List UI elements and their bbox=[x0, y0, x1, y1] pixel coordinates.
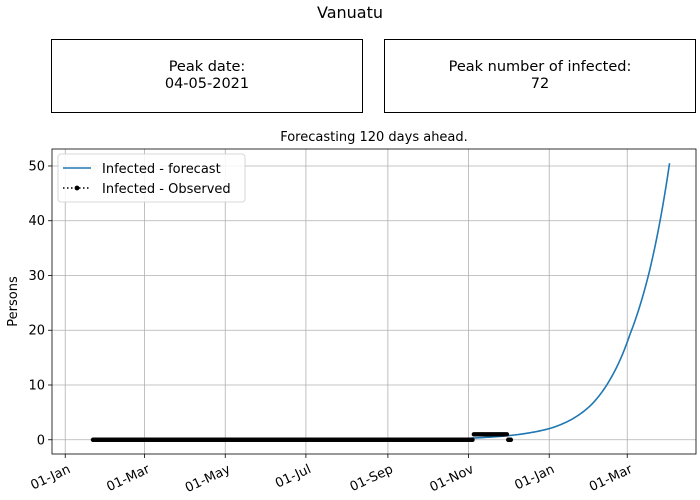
plot-frame bbox=[51, 148, 697, 455]
legend-label-observed: Infected - Observed bbox=[102, 182, 231, 197]
peak-date-box: Peak date: 04-05-2021 bbox=[51, 39, 363, 113]
peak-infected-box: Peak number of infected: 72 bbox=[384, 39, 696, 113]
legend-label-forecast: Infected - forecast bbox=[102, 162, 221, 177]
observed-point bbox=[508, 437, 514, 442]
x-tick-label: 01-Mar bbox=[587, 462, 635, 495]
y-axis-label: Persons bbox=[6, 276, 21, 327]
peak-infected-label: Peak number of infected: bbox=[448, 59, 632, 75]
legend-box bbox=[57, 153, 246, 203]
x-tick-label: 01-Mar bbox=[104, 462, 152, 495]
y-tick-label: 20 bbox=[28, 324, 45, 339]
peak-date-value: 04-05-2021 bbox=[164, 76, 250, 92]
forecast-line bbox=[471, 163, 671, 439]
page-title: Vanuatu bbox=[316, 3, 383, 22]
legend-marker-observed bbox=[74, 185, 80, 191]
y-tick-label: 0 bbox=[37, 433, 45, 448]
observed-point bbox=[504, 432, 510, 437]
x-tick-label: 01-Jan bbox=[513, 462, 557, 493]
observed-point bbox=[470, 437, 475, 442]
y-tick-label: 50 bbox=[28, 159, 45, 174]
x-tick-label: 01-Jan bbox=[29, 462, 73, 493]
x-tick-label: 01-May bbox=[183, 462, 233, 496]
y-tick-label: 30 bbox=[28, 269, 45, 284]
x-tick-label: 01-Jul bbox=[273, 462, 313, 492]
chart-title: Forecasting 120 days ahead. bbox=[280, 130, 468, 145]
x-tick-label: 01-Nov bbox=[428, 462, 477, 495]
observed-series bbox=[90, 432, 514, 442]
peak-date-label: Peak date: bbox=[168, 59, 246, 75]
x-tick-label: 01-Sep bbox=[348, 462, 396, 495]
legend: Infected - forecast Infected - Observed bbox=[57, 153, 246, 203]
y-tick-label: 40 bbox=[28, 214, 45, 229]
peak-infected-value: 72 bbox=[530, 76, 550, 92]
y-tick-label: 10 bbox=[28, 379, 45, 394]
